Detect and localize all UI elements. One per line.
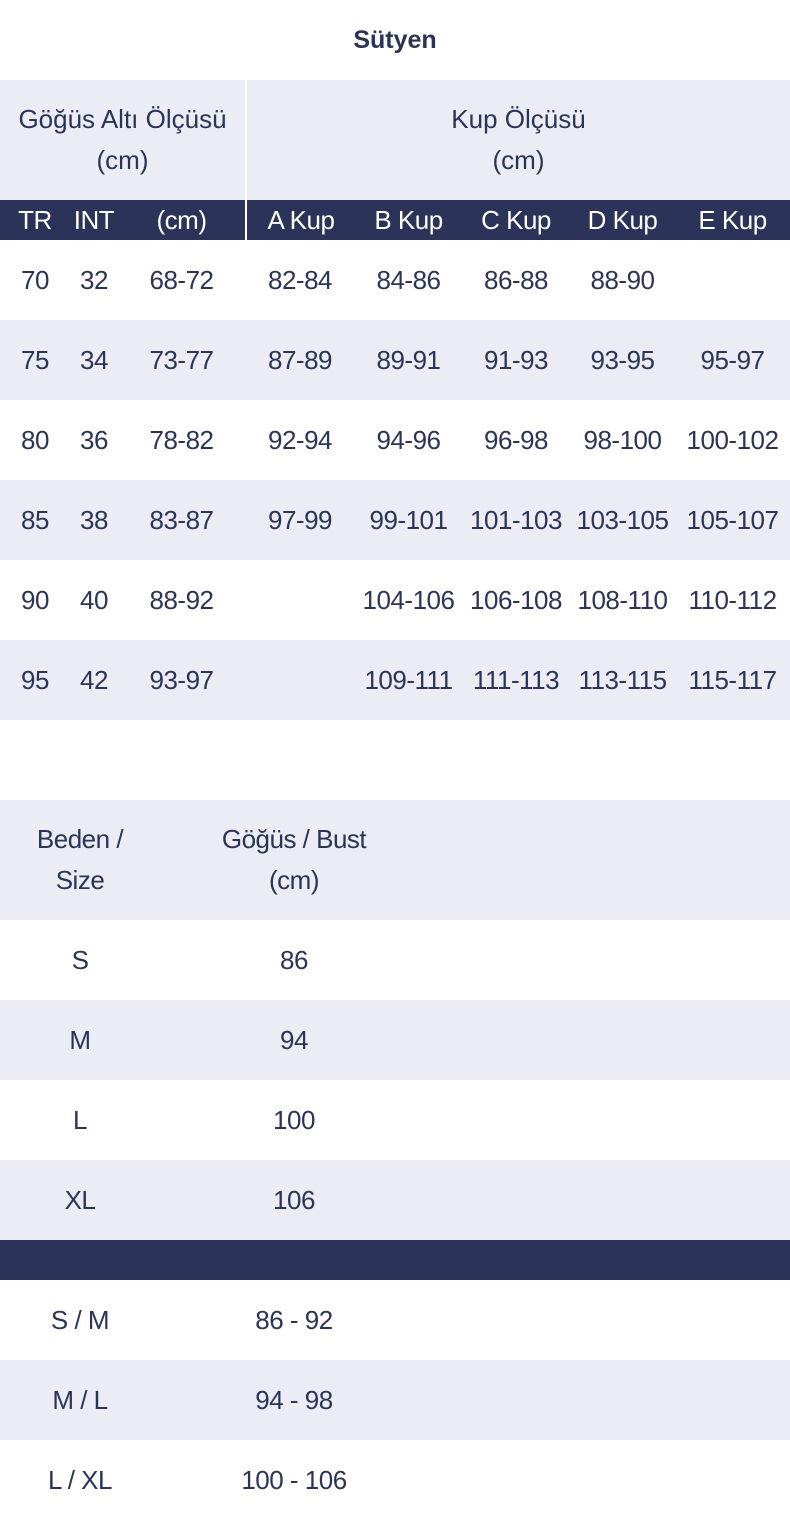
table-cell: 93-97 [149,664,215,695]
column-header: INT [73,204,115,235]
table-cell: 105-107 [686,504,779,535]
column-header-row: TR INT (cm) A Kup B Kup C Kup D Kup E Ku… [0,200,790,240]
underbust-header: Göğüs Altı Ölçüsü (cm) [0,80,245,200]
header-unit: (cm) [96,145,149,175]
divider-bar [0,1240,790,1280]
group-header-row: Göğüs Altı Ölçüsü (cm) Kup Ölçüsü (cm) [0,80,790,200]
table-cell: 106 [273,1184,315,1215]
table-row: L 100 [0,1080,790,1160]
page-title: Sütyen [353,25,437,54]
table-cell: 99-101 [369,504,448,535]
bust-header: Göğüs / Bust (cm) [160,819,428,901]
table-cell: M [69,1024,91,1055]
column-header: (cm) [156,204,207,235]
table-cell: 90 [21,584,49,615]
header-text: Kup Ölçüsü [451,104,586,134]
table-row: 75 34 73-77 87-89 89-91 91-93 93-95 95-97 [0,320,790,400]
table-cell: 88-92 [149,584,215,615]
column-header: TR [18,204,52,235]
table-row: M 94 [0,1000,790,1080]
table-cell: 34 [80,344,108,375]
table-row: 95 42 93-97 109-111 111-113 113-115 115-117 [0,640,790,720]
table-row: 90 40 88-92 104-106 106-108 108-110 110-112 [0,560,790,640]
table-row: S 86 [0,920,790,1000]
column-header: E Kup [698,204,767,235]
table-cell: 87-89 [268,344,333,375]
table-cell: 94 - 98 [255,1384,333,1415]
table-cell: 104-106 [362,584,455,615]
table-row: L / XL 100 - 106 [0,1440,790,1520]
table-cell: 111-113 [472,664,560,695]
table-cell: 82-84 [268,264,333,295]
table-cell: 94 [280,1024,308,1055]
table-cell: 115-117 [688,664,777,695]
table-cell: 75 [21,344,49,375]
table-cell: 89-91 [376,344,442,375]
table-cell: 100-102 [686,424,779,455]
table-cell: 80 [21,424,49,455]
table-cell: 100 [273,1104,315,1135]
table-cell: S [71,944,89,975]
table-cell: 85 [21,504,49,535]
table-cell: 95 [21,664,49,695]
table-cell: XL [64,1184,96,1215]
column-header: C Kup [481,204,551,235]
table-cell: 83-87 [149,504,215,535]
table-cell: 86 - 92 [255,1304,333,1335]
table-cell: L [73,1104,87,1135]
header-unit: (cm) [492,145,545,175]
table-cell: 86 [280,944,308,975]
size-table: Beden / Size Göğüs / Bust (cm) S 86 M 94 L 100 X… [0,800,790,1520]
table-cell: L / XL [48,1464,112,1495]
table-cell: M / L [52,1384,108,1415]
column-header: B Kup [374,204,443,235]
table-cell: 103-105 [576,504,669,535]
table-cell: 95-97 [700,344,766,375]
table-cell: 110-112 [688,584,777,615]
table-cell: 108-110 [577,584,669,615]
table-cell: 73-77 [149,344,215,375]
table-cell: 100 - 106 [241,1464,347,1495]
table-cell: 101-103 [470,504,562,535]
table-cell: 42 [80,664,108,695]
table-row: 70 32 68-72 82-84 84-86 86-88 88-90 [0,240,790,320]
table-cell: 97-99 [268,504,333,535]
size-header: Beden / Size [0,819,160,901]
table-cell: 40 [80,584,108,615]
cup-header: Kup Ölçüsü (cm) [247,80,790,200]
table-row: 80 36 78-82 92-94 94-96 96-98 98-100 100-102 [0,400,790,480]
table-cell: 91-93 [484,344,549,375]
header-text: Beden / [36,824,124,854]
column-header: D Kup [587,204,658,235]
table-row: M / L 94 - 98 [0,1360,790,1440]
table-cell: S / M [50,1304,110,1335]
header-text: Göğüs / Bust [221,824,367,854]
table-cell: 70 [21,264,49,295]
table-cell: 36 [80,424,108,455]
size-header-row: Beden / Size Göğüs / Bust (cm) [0,800,790,920]
table-cell: 32 [80,264,108,295]
table-cell: 84-86 [376,264,442,295]
header-text: Size [55,865,105,895]
header-unit: (cm) [269,865,319,895]
bra-size-table: Göğüs Altı Ölçüsü (cm) Kup Ölçüsü (cm) TR … [0,80,790,720]
table-row: 85 38 83-87 97-99 99-101 101-103 103-105 105-10… [0,480,790,560]
table-cell: 106-108 [470,584,562,615]
column-header: A Kup [267,204,335,235]
table-cell: 92-94 [268,424,333,455]
table-row: XL 106 [0,1160,790,1240]
header-text: Göğüs Altı Ölçüsü [18,104,227,134]
table-cell: 98-100 [583,424,662,455]
table-cell: 113-115 [578,664,667,695]
table-cell: 96-98 [484,424,549,455]
table-cell: 109-111 [364,664,453,695]
table-cell: 38 [80,504,108,535]
table-cell: 94-96 [376,424,442,455]
table-cell: 78-82 [149,424,215,455]
table-row: S / M 86 - 92 [0,1280,790,1360]
table-cell: 93-95 [590,344,656,375]
table-cell: 68-72 [149,264,215,295]
table-cell: 88-90 [590,264,656,295]
table-cell: 86-88 [484,264,549,295]
